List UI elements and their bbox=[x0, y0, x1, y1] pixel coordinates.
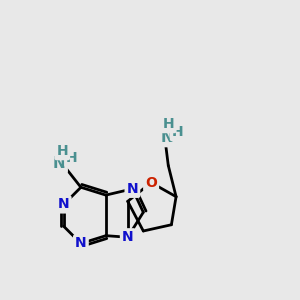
Text: H: H bbox=[66, 151, 78, 165]
Text: N: N bbox=[122, 230, 134, 244]
Text: H: H bbox=[56, 144, 68, 158]
Text: N: N bbox=[127, 182, 138, 196]
Text: H: H bbox=[163, 117, 175, 131]
Text: N: N bbox=[75, 236, 87, 250]
Text: N: N bbox=[160, 130, 173, 145]
Text: N: N bbox=[53, 157, 66, 172]
Text: O: O bbox=[145, 176, 157, 190]
Text: H: H bbox=[172, 125, 184, 139]
Text: N: N bbox=[58, 197, 70, 212]
